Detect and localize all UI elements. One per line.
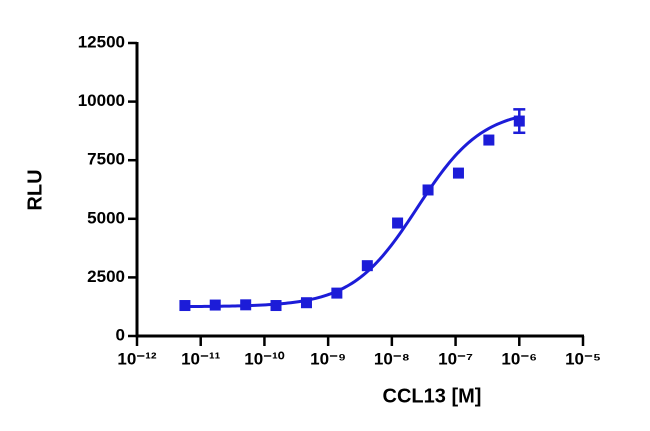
x-tick-label: 10⁻¹¹ — [181, 349, 221, 368]
data-point — [209, 299, 221, 311]
data-point — [179, 300, 191, 312]
data-point — [392, 217, 404, 229]
data-point — [422, 184, 434, 196]
fit-curve — [184, 115, 520, 309]
x-tick-label: 10⁻¹² — [117, 349, 157, 368]
y-tick-label: 5000 — [87, 208, 125, 227]
data-point — [300, 297, 312, 309]
x-tick-label: 10⁻⁷ — [438, 349, 473, 368]
data-point — [361, 260, 373, 272]
y-tick-label: 2500 — [87, 267, 125, 286]
data-point — [270, 300, 282, 312]
x-tick-label: 10⁻⁹ — [310, 349, 346, 368]
y-axis-label: RLU — [24, 169, 46, 210]
x-tick-label: 10⁻⁶ — [501, 349, 537, 368]
x-tick-label: 10⁻⁵ — [565, 349, 601, 368]
y-tick-label: 7500 — [87, 150, 125, 169]
y-tick-label: 10000 — [78, 91, 125, 110]
x-tick-label: 10⁻¹⁰ — [244, 349, 285, 368]
data-point — [240, 299, 252, 311]
x-axis-label: CCL13 [M] — [383, 385, 482, 407]
data-point — [483, 134, 495, 146]
y-tick-label: 12500 — [78, 32, 125, 51]
x-tick-label: 10⁻⁸ — [374, 349, 410, 368]
data-point — [331, 287, 343, 299]
data-point — [452, 167, 464, 179]
y-tick-label: 0 — [116, 325, 125, 344]
data-point — [513, 115, 525, 127]
